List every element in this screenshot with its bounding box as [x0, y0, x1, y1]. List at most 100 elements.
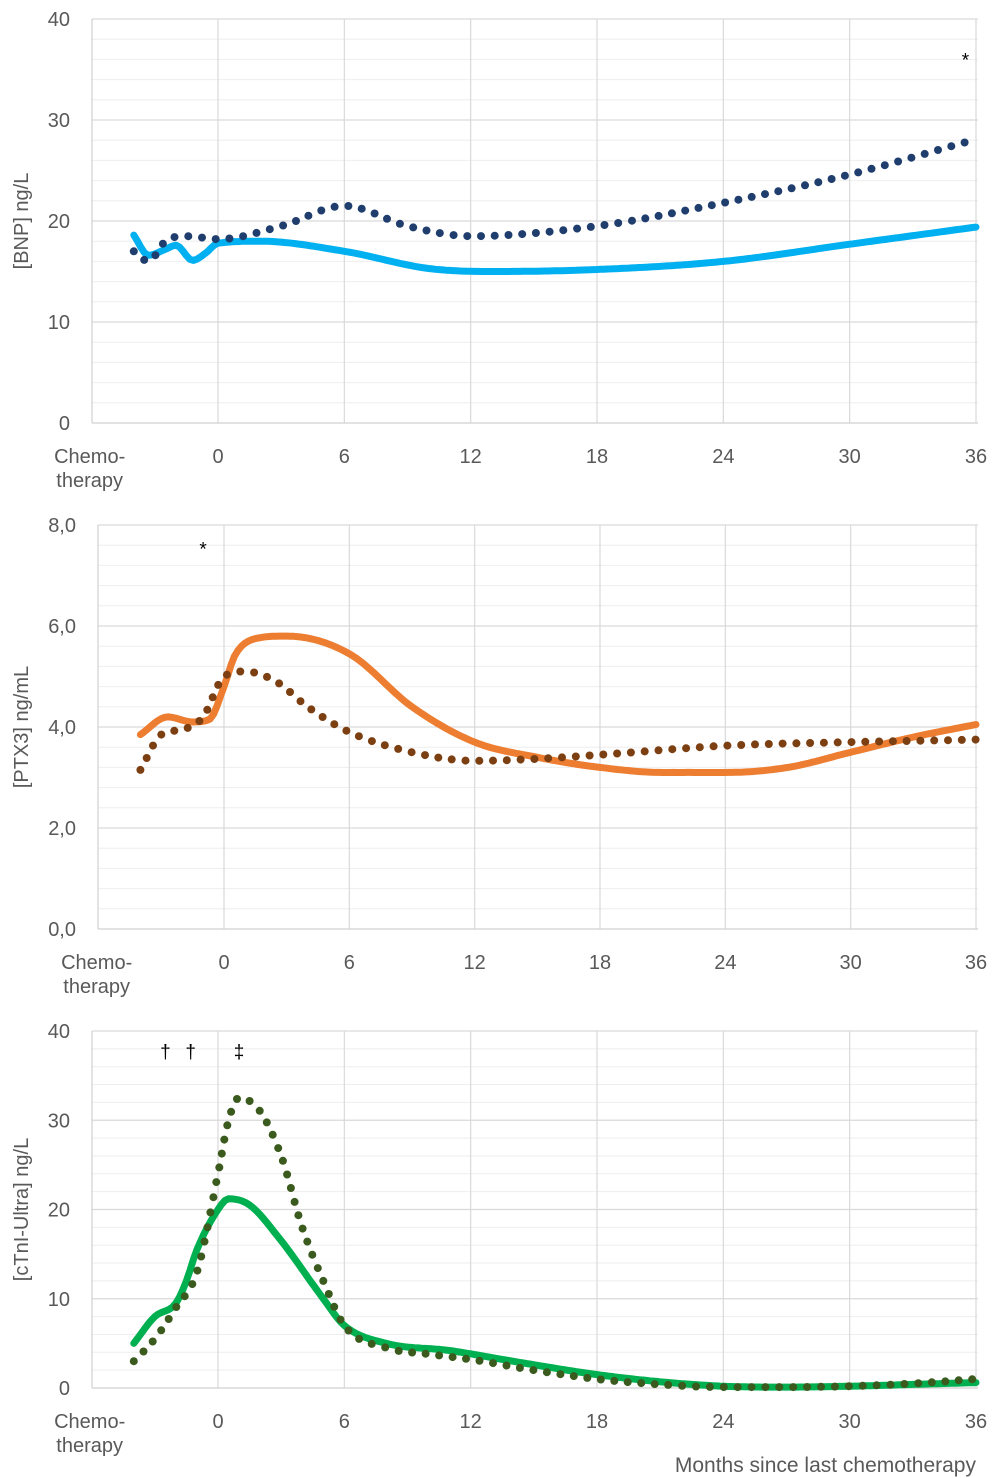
series-dot	[764, 740, 773, 748]
series-dot	[751, 740, 759, 749]
series-dot	[840, 171, 849, 180]
series-dot	[475, 1356, 484, 1365]
series-dot	[250, 668, 259, 677]
series-dot	[208, 693, 217, 702]
series-dot	[139, 1347, 148, 1356]
series-dot	[600, 221, 609, 229]
series-dot	[319, 1276, 328, 1285]
series-dot	[599, 750, 608, 759]
ctni-chart: 0 10 20 30 40 [cTnI-Ultra] ng/L Chemo-therapy 0…	[11, 1021, 987, 1457]
x-tick-label: 6	[339, 1411, 350, 1433]
series-dot	[435, 229, 444, 238]
series-dot	[623, 1378, 632, 1387]
series-dot	[556, 1370, 565, 1379]
series-dot	[223, 1121, 232, 1130]
series-dot	[214, 680, 223, 689]
series-dot	[719, 1383, 728, 1392]
series-dot	[355, 1334, 364, 1343]
series-dot	[203, 1223, 212, 1232]
gridlines	[92, 18, 978, 423]
series-dot	[775, 1383, 784, 1392]
x-tick-label: 36	[965, 1411, 987, 1433]
x-axis-title: Months since last chemotherapy	[675, 1454, 977, 1477]
series-dot	[292, 217, 300, 225]
series-dot	[303, 1237, 312, 1246]
x-tick-label: 0	[218, 952, 229, 974]
y-tick-label: 30	[48, 110, 70, 132]
series-dot	[149, 741, 157, 750]
x-tick-label: 24	[712, 446, 734, 468]
series-dot	[489, 756, 497, 765]
y-tick-label: 0	[59, 413, 70, 435]
x-tick-label: 30	[839, 1411, 861, 1433]
series-dot	[960, 138, 969, 147]
series-dot	[308, 1250, 317, 1259]
y-tick-label: 0,0	[48, 919, 76, 941]
series-dot	[296, 697, 305, 706]
y-tick-label: 10	[48, 1289, 70, 1311]
series-dot	[778, 739, 787, 748]
series-dot	[502, 756, 511, 765]
series-dot	[723, 741, 732, 750]
series-dot	[422, 226, 431, 235]
series-dot	[170, 233, 179, 242]
series-dot	[151, 251, 160, 260]
series-dot	[200, 1237, 209, 1246]
series-dot	[833, 738, 842, 747]
series-dot	[236, 667, 245, 676]
series-dot	[294, 1211, 303, 1220]
series-dot	[544, 754, 553, 763]
x-tick-label: 36	[965, 952, 987, 974]
series-dot	[136, 765, 145, 774]
x-tick-label: 6	[339, 446, 350, 468]
series-dot	[129, 247, 138, 256]
series-dot	[954, 1376, 963, 1385]
series-dot	[886, 1380, 895, 1389]
series-dot	[448, 1353, 457, 1362]
series-dot	[265, 225, 274, 234]
series-dot	[421, 1349, 430, 1358]
series-dot	[971, 735, 980, 744]
y-axis-title: [BNP] ng/L	[11, 173, 33, 270]
y-tick-label: 40	[48, 9, 70, 31]
series-dot	[504, 231, 513, 239]
x-tick-label: 18	[589, 952, 611, 974]
series-dot	[342, 726, 351, 735]
series-dot	[583, 1373, 592, 1382]
series-dot	[934, 146, 942, 154]
series-dot	[461, 756, 470, 765]
series-dot	[407, 748, 416, 757]
series-dot	[367, 737, 376, 746]
y-tick-label: 30	[48, 1110, 70, 1132]
series-dot	[844, 1382, 853, 1391]
series-dot	[695, 743, 704, 752]
series-dot	[209, 1193, 218, 1202]
x-tick-label: therapy	[56, 470, 123, 492]
series-dot	[667, 209, 676, 218]
series-dot	[462, 1354, 470, 1363]
series-line-dotted	[129, 138, 969, 264]
series-dot	[792, 739, 801, 748]
series-dot	[279, 221, 288, 230]
series-dot	[435, 1351, 444, 1360]
series-dot	[330, 1302, 339, 1311]
series-dot	[872, 1381, 881, 1390]
series-dot	[381, 1343, 390, 1352]
series-dot	[220, 1135, 229, 1144]
x-tick-label: Chemo-	[54, 446, 125, 468]
series-dot	[274, 1144, 283, 1153]
series-dot	[313, 1264, 322, 1273]
x-tick-label: Chemo-	[54, 1411, 125, 1433]
series-dot	[900, 1380, 909, 1388]
series-dot	[336, 1315, 345, 1324]
series-dot	[902, 737, 911, 745]
series-dot	[304, 211, 313, 220]
y-tick-label: 10	[48, 312, 70, 334]
series-dot	[558, 753, 566, 762]
x-tick-label: 18	[586, 1411, 608, 1433]
series-dot	[614, 219, 623, 227]
series-dot	[681, 206, 690, 215]
series-dot	[211, 235, 220, 244]
series-dot	[516, 755, 525, 764]
